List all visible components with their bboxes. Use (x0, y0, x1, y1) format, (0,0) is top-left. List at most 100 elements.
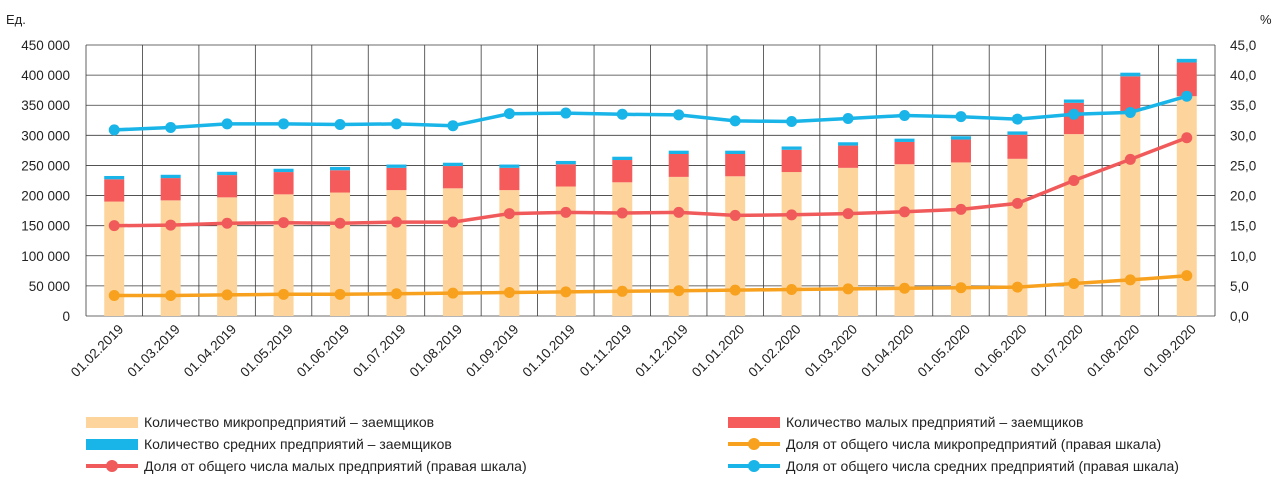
bar-segment-medium (781, 146, 802, 150)
point-medium-share (278, 118, 290, 130)
line-micro-share (114, 273, 1187, 298)
left-tick-label: 250 000 (21, 158, 70, 173)
point-small-share (503, 208, 515, 220)
x-tick-label: 01.04.2019 (181, 322, 239, 380)
bar-segment-micro (104, 201, 125, 316)
x-tick-label: 01.06.2020 (971, 322, 1029, 380)
legend-item-small-bar: Количество малых предприятий – заемщиков (728, 412, 1083, 432)
point-micro-share (165, 290, 177, 302)
bar-segment-small (950, 139, 971, 163)
point-small-share (842, 208, 854, 220)
point-small-share (1011, 197, 1023, 209)
point-medium-share (955, 111, 967, 123)
bar-segment-small (1176, 62, 1197, 97)
x-tick-label: 01.04.2020 (858, 322, 916, 380)
legend-swatch (86, 438, 138, 450)
point-small-share (278, 217, 290, 229)
line-small-share (114, 136, 1188, 228)
left-axis-unit: Ед. (6, 12, 26, 27)
left-tick-label: 50 000 (29, 279, 70, 294)
point-medium-share (447, 120, 459, 132)
point-micro-share (503, 287, 515, 299)
bar-segment-micro (781, 172, 802, 316)
bar-segment-micro (838, 167, 859, 316)
right-tick-label: 45,0 (1230, 38, 1256, 53)
bar-segment-medium (725, 150, 746, 155)
grid (85, 44, 1216, 317)
right-tick-label: 30,0 (1230, 128, 1256, 143)
point-medium-share (1124, 106, 1136, 118)
x-tick-label: 01.01.2020 (689, 322, 747, 380)
right-tick-label: 40,0 (1230, 68, 1256, 83)
bar-segment-medium (894, 138, 915, 142)
bar-segment-medium (612, 156, 633, 161)
point-micro-share (616, 285, 628, 297)
bar-segment-medium (104, 175, 125, 180)
bar-segment-micro (725, 176, 746, 316)
point-micro-share (447, 287, 459, 299)
bar-segment-micro (1176, 96, 1197, 316)
right-tick-label: 25,0 (1230, 158, 1256, 173)
bar-segment-medium (386, 164, 407, 168)
bar-segment-medium (668, 150, 689, 155)
point-small-share (729, 209, 741, 221)
point-micro-share (221, 289, 233, 301)
point-medium-share (786, 115, 798, 127)
point-medium-share (221, 118, 233, 130)
point-micro-share (673, 285, 685, 297)
legend-label: Доля от общего числа микропредприятий (п… (786, 436, 1162, 452)
left-tick-label: 450 000 (21, 38, 70, 53)
x-tick-label: 01.07.2019 (350, 322, 408, 380)
legend: Количество микропредприятий – заемщиков … (0, 404, 1276, 479)
left-tick-label: 350 000 (21, 98, 70, 113)
point-medium-share (899, 109, 911, 121)
left-tick-label: 100 000 (21, 249, 70, 264)
left-tick-label: 150 000 (21, 219, 70, 234)
bar-segment-small (442, 166, 463, 189)
point-medium-share (1011, 113, 1023, 125)
x-tick-label: 01.09.2020 (1141, 322, 1199, 380)
bar-segment-medium (160, 174, 181, 179)
left-tick-label: 300 000 (21, 128, 70, 143)
x-tick-label: 01.09.2019 (463, 322, 521, 380)
bar-segment-medium (330, 166, 351, 171)
point-medium-share (616, 108, 628, 120)
bar-segment-micro (555, 186, 576, 316)
legend-label: Доля от общего числа малых предприятий (… (144, 458, 527, 474)
point-small-share (108, 220, 120, 232)
point-medium-share (1181, 90, 1193, 102)
point-micro-share (899, 282, 911, 294)
point-small-share (1124, 153, 1136, 165)
legend-label: Количество микропредприятий – заемщиков (144, 414, 435, 430)
right-tick-label: 5,0 (1230, 279, 1249, 294)
point-micro-share (390, 288, 402, 300)
point-micro-share (1181, 270, 1193, 282)
point-medium-share (334, 118, 346, 130)
bar-segment-micro (894, 164, 915, 316)
x-tick-label: 01.02.2019 (68, 322, 126, 380)
bar-segment-medium (1063, 99, 1084, 103)
legend-label: Доля от общего числа средних предприятий… (786, 458, 1179, 474)
bar-segment-medium (442, 162, 463, 167)
point-small-share (616, 207, 628, 219)
legend-item-small-line: Доля от общего числа малых предприятий (… (86, 456, 527, 476)
point-medium-share (165, 122, 177, 134)
bar-segment-small (668, 154, 689, 177)
point-medium-share (673, 109, 685, 121)
legend-swatch (86, 460, 138, 472)
bar-segment-micro (499, 190, 520, 316)
legend-item-medium-bar: Количество средних предприятий – заемщик… (86, 434, 452, 454)
right-tick-label: 15,0 (1230, 219, 1256, 234)
left-tick-label: 400 000 (21, 68, 70, 83)
point-micro-share (842, 283, 854, 295)
point-medium-share (1068, 108, 1080, 120)
bar-segment-small (499, 167, 520, 191)
lines (108, 90, 1193, 302)
point-small-share (334, 217, 346, 229)
legend-label: Количество средних предприятий – заемщик… (144, 436, 452, 452)
x-tick-label: 01.03.2019 (124, 322, 182, 380)
point-medium-share (729, 115, 741, 127)
point-small-share (447, 216, 459, 228)
point-small-share (1068, 175, 1080, 186)
left-tick-label: 200 000 (21, 189, 70, 204)
